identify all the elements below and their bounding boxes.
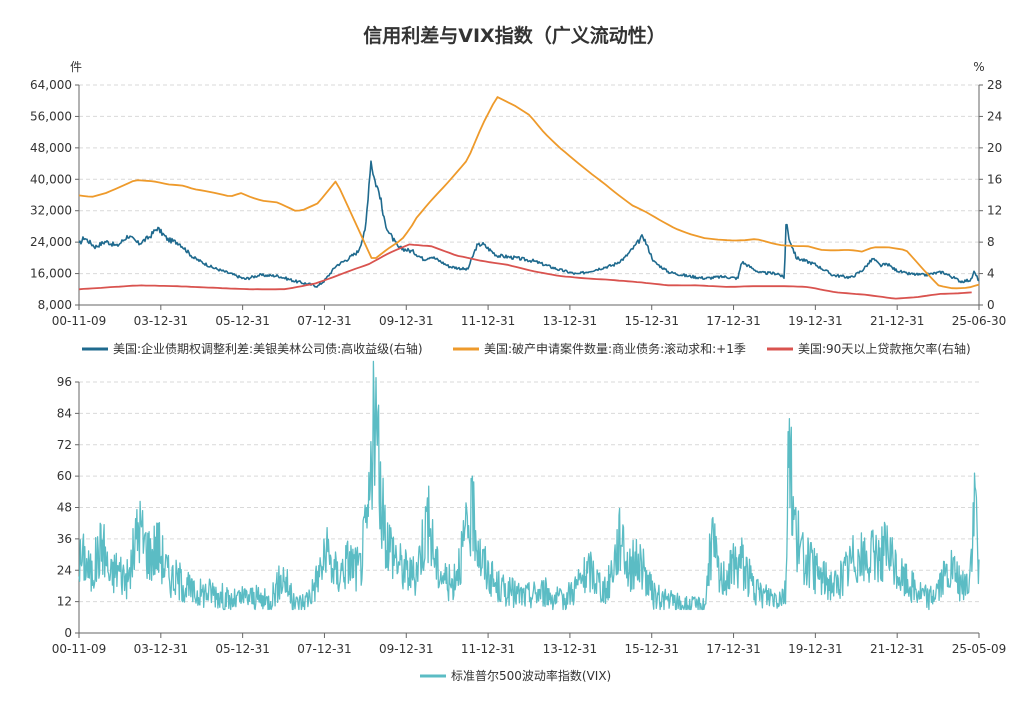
bottom-chart-axes: 0 12 24 36 48 60 72 84 96 00-11-09 03-12-31 05-12-3…: [52, 375, 1006, 656]
top-x-tick-label: 05-12-31: [215, 314, 269, 328]
bottom-x-tick-label: 11-12-31: [461, 642, 515, 656]
bottom-x-tick-label: 03-12-31: [134, 642, 188, 656]
bottom-chart-legend[interactable]: 标准普尔500波动率指数(VIX): [420, 668, 611, 683]
top-x-tick-label: 00-11-09: [52, 314, 106, 328]
top-x-tick-label: 17-12-31: [706, 314, 760, 328]
bottom-x-tick-label: 00-11-09: [52, 642, 106, 656]
bottom-y-tick-label: 12: [57, 595, 72, 609]
top-x-tick-label: 09-12-31: [379, 314, 433, 328]
top-right-tick-label: 8: [987, 235, 995, 249]
chart-title: 信用利差与VIX指数（广义流动性）: [363, 24, 665, 47]
bottom-x-tick-label: 05-12-31: [215, 642, 269, 656]
top-chart-grid: [79, 84, 979, 275]
top-left-tick-label: 24,000: [30, 235, 72, 249]
bottom-y-tick-label: 96: [57, 375, 72, 389]
bottom-x-tick-label: 25-05-09: [952, 642, 1006, 656]
top-x-tick-label: 25-06-30: [952, 314, 1006, 328]
bottom-chart-lines: [78, 360, 980, 611]
top-chart-lines: [78, 96, 980, 300]
bottom-y-tick-label: 0: [64, 626, 72, 640]
bottom-x-tick-label: 21-12-31: [870, 642, 924, 656]
top-left-unit: 件: [70, 60, 82, 74]
top-left-tick-label: 64,000: [30, 78, 72, 92]
top-right-unit: %: [973, 60, 984, 74]
top-legend-label-0: 美国:企业债期权调整利差:美银美林公司债:高收益级(右轴): [113, 341, 423, 356]
bottom-x-tick-label: 07-12-31: [297, 642, 351, 656]
bottom-chart-grid: [79, 381, 979, 603]
top-x-tick-label: 07-12-31: [297, 314, 351, 328]
top-x-tick-label: 11-12-31: [461, 314, 515, 328]
top-right-tick-label: 20: [987, 141, 1002, 155]
top-left-tick-label: 32,000: [30, 204, 72, 218]
top-x-tick-label: 15-12-31: [624, 314, 678, 328]
bottom-x-tick-label: 09-12-31: [379, 642, 433, 656]
bottom-y-tick-label: 72: [57, 438, 72, 452]
bottom-x-tick-label: 19-12-31: [788, 642, 842, 656]
top-series-line-0: [78, 160, 980, 288]
top-left-tick-label: 48,000: [30, 141, 72, 155]
top-right-tick-label: 4: [987, 267, 995, 281]
bottom-x-tick-label: 13-12-31: [543, 642, 597, 656]
top-left-tick-label: 16,000: [30, 267, 72, 281]
bottom-x-tick-label: 15-12-31: [624, 642, 678, 656]
top-legend-label-1: 美国:破产申请案件数量:商业债务:滚动求和:+1季: [484, 341, 746, 356]
bottom-y-tick-label: 60: [57, 469, 72, 483]
top-left-tick-label: 40,000: [30, 172, 72, 186]
bottom-x-tick-label: 17-12-31: [706, 642, 760, 656]
top-right-tick-label: 12: [987, 204, 1002, 218]
top-right-tick-label: 0: [987, 298, 995, 312]
top-x-tick-label: 03-12-31: [134, 314, 188, 328]
top-chart-axes: 8,000 0 16,000 4 24,000 8 32,000 12 40,000 16 48,0…: [30, 60, 1006, 328]
top-left-tick-label: 56,000: [30, 109, 72, 123]
bottom-y-tick-label: 36: [57, 532, 72, 546]
top-left-tick-label: 8,000: [38, 298, 72, 312]
top-chart-legend[interactable]: 美国:企业债期权调整利差:美银美林公司债:高收益级(右轴) 美国:破产申请案件数量…: [82, 341, 971, 356]
bottom-y-tick-label: 48: [57, 501, 72, 515]
top-series-line-2: [78, 243, 972, 300]
top-x-tick-label: 19-12-31: [788, 314, 842, 328]
top-series-line-1: [78, 96, 980, 290]
bottom-legend-label-0: 标准普尔500波动率指数(VIX): [451, 668, 611, 683]
top-right-tick-label: 24: [987, 109, 1002, 123]
bottom-series-line-0: [78, 360, 980, 611]
bottom-y-tick-label: 84: [57, 406, 72, 420]
top-x-tick-label: 21-12-31: [870, 314, 924, 328]
bottom-y-tick-label: 24: [57, 563, 72, 577]
top-legend-label-2: 美国:90天以上贷款拖欠率(右轴): [798, 341, 971, 356]
top-right-tick-label: 16: [987, 172, 1002, 186]
top-x-tick-label: 13-12-31: [543, 314, 597, 328]
top-right-tick-label: 28: [987, 78, 1002, 92]
